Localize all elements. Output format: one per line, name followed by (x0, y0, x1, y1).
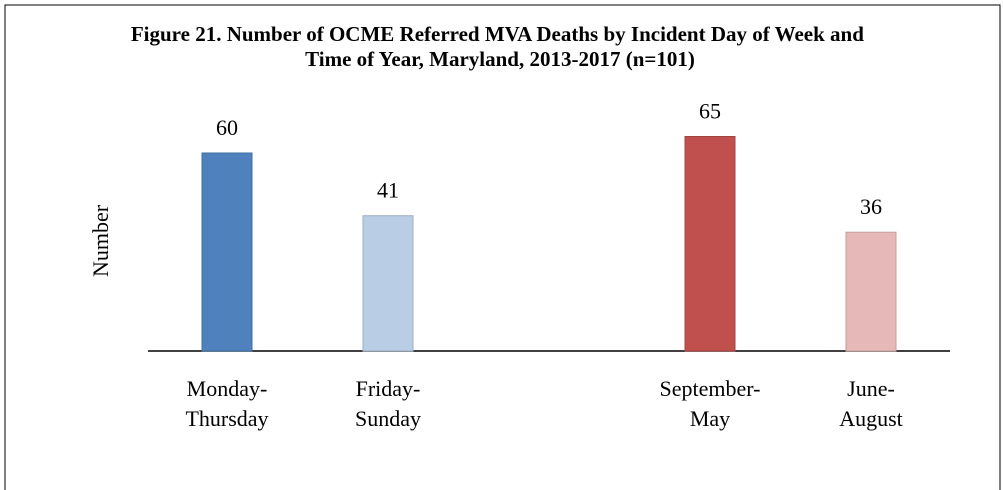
bar (845, 231, 897, 352)
x-tick-label: Friday-Sunday (355, 376, 421, 431)
data-label: 65 (699, 99, 721, 124)
x-tick-label: Monday-Thursday (185, 376, 268, 431)
bar (362, 215, 414, 352)
data-label: 36 (860, 194, 882, 219)
x-tick-label: September-May (660, 376, 761, 431)
data-label: 60 (216, 115, 238, 140)
bar (201, 152, 253, 352)
bar (684, 136, 736, 352)
y-axis-label: Number (88, 204, 113, 277)
x-tick-label: June-August (839, 376, 903, 431)
data-label: 41 (377, 178, 399, 203)
frame (4, 4, 1001, 490)
chart-title: Figure 21. Number of OCME Referred MVA D… (131, 22, 869, 71)
